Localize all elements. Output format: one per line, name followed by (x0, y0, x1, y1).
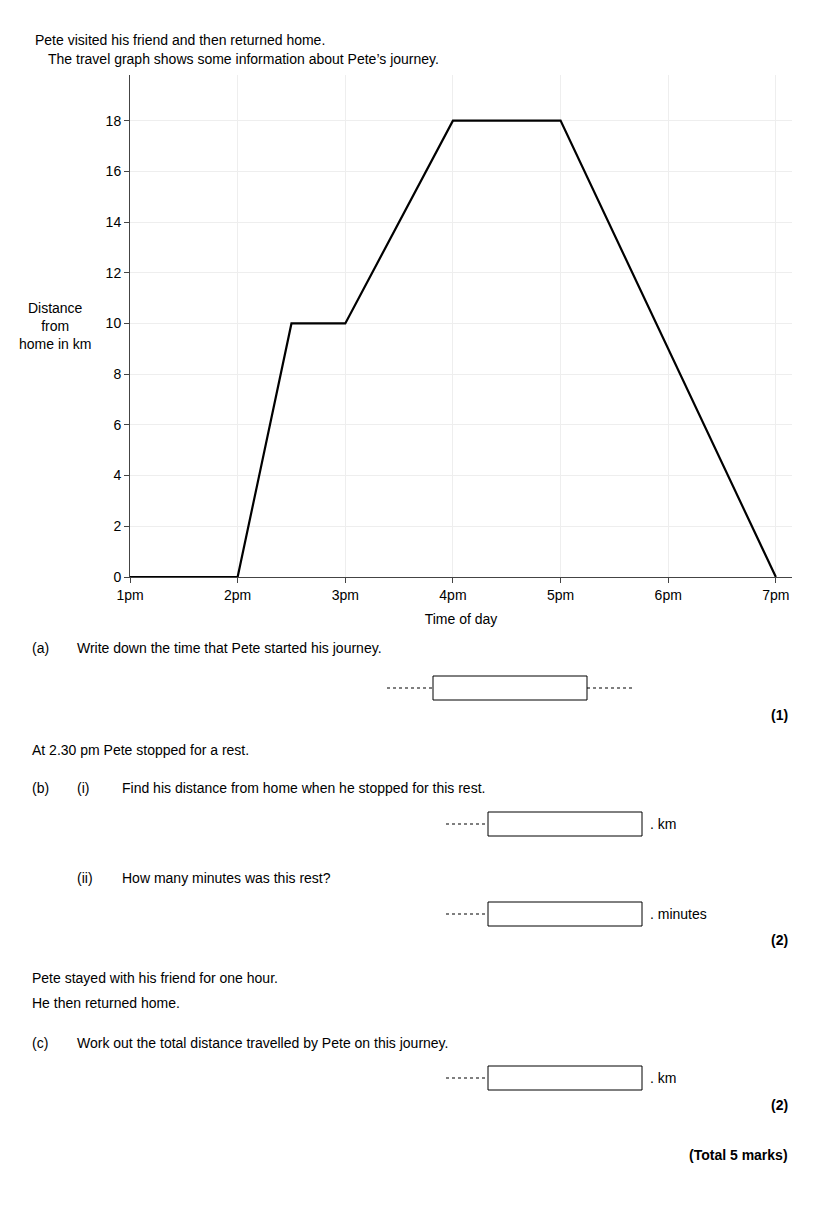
svg-text:Pete stayed with his friend fo: Pete stayed with his friend for one hour… (32, 970, 278, 986)
svg-text:Pete visited his friend and th: Pete visited his friend and then returne… (35, 32, 325, 48)
svg-text:Time of day: Time of day (425, 611, 498, 627)
svg-text:6: 6 (113, 417, 121, 433)
svg-text:(c): (c) (32, 1035, 48, 1051)
svg-text:16: 16 (106, 163, 122, 179)
svg-text:6pm: 6pm (655, 587, 682, 603)
svg-text:(ii): (ii) (77, 870, 93, 886)
svg-text:Distancefromhome in km: Distancefromhome in km (19, 300, 91, 352)
svg-text:(b): (b) (32, 780, 49, 796)
svg-text:Find his distance from home wh: Find his distance from home when he stop… (122, 780, 485, 796)
svg-text:Work out the total distance tr: Work out the total distance travelled by… (77, 1035, 448, 1051)
svg-text:18: 18 (106, 113, 122, 129)
svg-text:0: 0 (113, 569, 121, 585)
svg-text:14: 14 (106, 214, 122, 230)
svg-text:2: 2 (113, 518, 121, 534)
svg-text:. km: . km (650, 816, 676, 832)
svg-text:The travel graph shows some in: The travel graph shows some information … (48, 51, 439, 67)
svg-text:He then returned home.: He then returned home. (32, 995, 180, 1011)
svg-text:5pm: 5pm (547, 587, 574, 603)
svg-text:. km: . km (650, 1070, 676, 1086)
svg-text:At 2.30 pm Pete stopped for a: At 2.30 pm Pete stopped for a rest. (32, 742, 249, 758)
svg-text:(Total 5 marks): (Total 5 marks) (689, 1147, 788, 1163)
svg-text:Write down the time that Pete: Write down the time that Pete started hi… (77, 640, 382, 656)
svg-text:. minutes: . minutes (650, 906, 707, 922)
svg-text:3pm: 3pm (332, 587, 359, 603)
svg-text:4pm: 4pm (439, 587, 466, 603)
svg-text:10: 10 (106, 315, 122, 331)
svg-text:12: 12 (106, 265, 122, 281)
svg-text:(2): (2) (771, 932, 788, 948)
svg-text:(2): (2) (771, 1097, 788, 1113)
svg-text:7pm: 7pm (762, 587, 789, 603)
svg-text:(i): (i) (77, 780, 89, 796)
svg-text:1pm: 1pm (116, 587, 143, 603)
svg-text:8: 8 (113, 366, 121, 382)
svg-text:(a): (a) (32, 640, 49, 656)
svg-text:2pm: 2pm (224, 587, 251, 603)
svg-text:4: 4 (113, 467, 121, 483)
svg-text:How many minutes was this rest: How many minutes was this rest? (122, 870, 331, 886)
svg-text:(1): (1) (771, 707, 788, 723)
